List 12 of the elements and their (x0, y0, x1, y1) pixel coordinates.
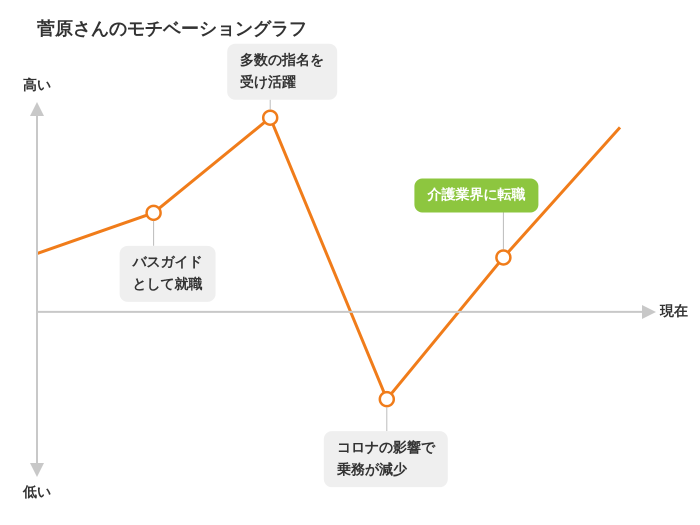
text: コロナの影響で乗務が減少 (336, 438, 436, 478)
point (145, 204, 162, 222)
x-axis-title: 現在 (659, 303, 688, 320)
point (378, 390, 396, 408)
chart-title: 菅原さんのモチベーショングラフ (36, 18, 307, 40)
point (495, 249, 512, 266)
point (262, 109, 278, 126)
annotation: バスガイドとして就職 (132, 254, 203, 292)
text: 高い (23, 76, 51, 94)
annotation: 介護業界に転職 (426, 186, 526, 204)
text: 低い (22, 484, 51, 501)
text: 多数の指名を受け活躍 (239, 52, 324, 90)
